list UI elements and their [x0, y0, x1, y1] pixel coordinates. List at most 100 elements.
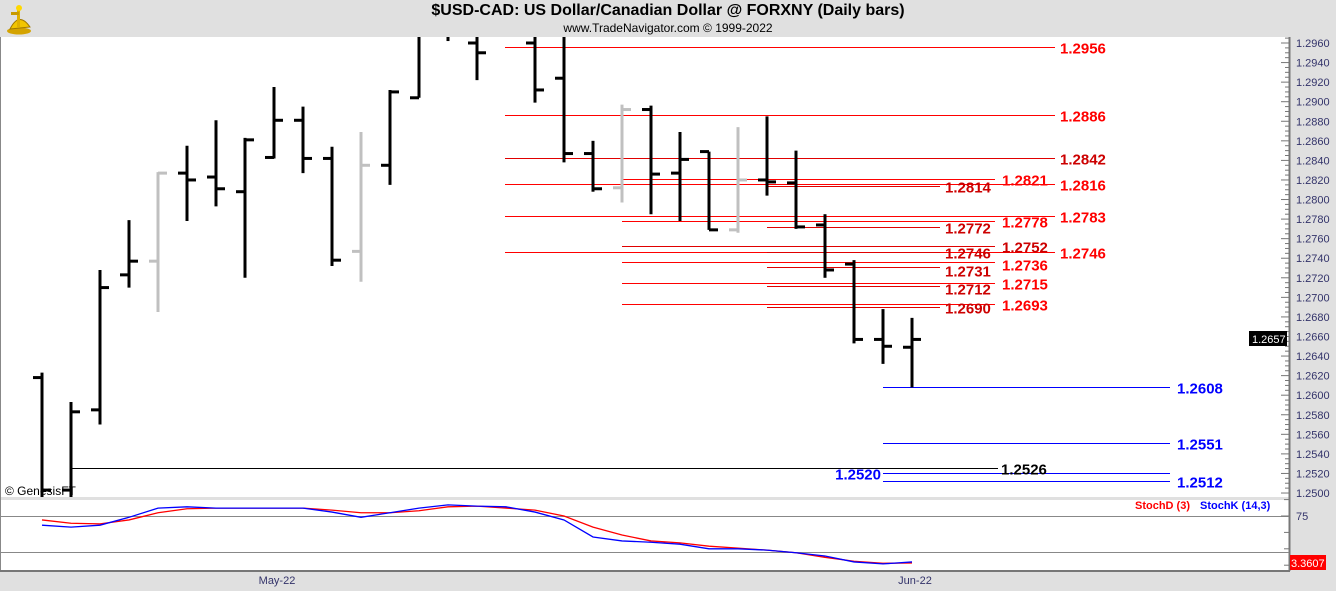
sextant-icon: [7, 5, 31, 35]
stoch-series-line: [41, 504, 913, 565]
ohlc-bar: [497, 0, 515, 33]
y-tick-label: 1.2900: [1296, 97, 1330, 109]
ohlc-bar: [845, 260, 863, 344]
ohlc-bar: [91, 269, 109, 425]
stoch-last-value: 3.3607: [1291, 558, 1325, 570]
ohlc-bar: [294, 106, 312, 174]
y-tick-label: 1.2880: [1296, 116, 1330, 128]
ohlc-bar: [787, 150, 805, 229]
y-tick-label: 1.2940: [1296, 58, 1330, 70]
ohlc-bar: [120, 220, 138, 288]
y-tick-label: 1.2600: [1296, 390, 1330, 402]
y-tick-label: 1.2840: [1296, 155, 1330, 167]
level-label: 1.2512: [1177, 475, 1223, 492]
ohlc-bar: [903, 317, 921, 388]
y-tick-label: 1.2740: [1296, 253, 1330, 265]
ohlc-bar: [642, 105, 660, 215]
level-label: 1.2712: [945, 282, 991, 299]
copyright-text: © GenesisFT: [5, 484, 77, 498]
y-tick-label: 1.2580: [1296, 410, 1330, 422]
ohlc-bar: [555, 37, 573, 163]
ohlc-bar: [874, 309, 892, 364]
level-label: 1.2551: [1177, 437, 1223, 454]
ohlc-bar: [265, 87, 283, 159]
level-label: 1.2520: [835, 467, 881, 484]
ohlc-bar: [584, 140, 602, 192]
y-tick-label: 1.2760: [1296, 234, 1330, 246]
level-label: 1.2693: [1002, 298, 1048, 315]
ohlc-bar: [410, 37, 421, 100]
ohlc-bar: [381, 89, 399, 185]
level-label: 1.2608: [1177, 381, 1223, 398]
ohlc-bar: [526, 37, 544, 103]
level-label: 1.2752: [1002, 240, 1048, 257]
ohlc-bar: [62, 402, 80, 497]
level-label: 1.2842: [1060, 152, 1106, 169]
stochastic-panel: [0, 500, 1290, 570]
y-tick-label: 1.2520: [1296, 468, 1330, 480]
ohlc-bar: [236, 137, 254, 278]
y-tick-label: 1.2620: [1296, 371, 1330, 383]
level-label: 1.2731: [945, 264, 991, 281]
stochastic-axis: 75: [1281, 499, 1308, 566]
y-tick-label: 1.2660: [1296, 331, 1330, 343]
y-tick-label: 75: [1296, 511, 1308, 523]
stochastic-lines: [1, 504, 1289, 565]
level-label: 1.2956: [1060, 41, 1106, 58]
level-label: 1.2746: [1060, 246, 1106, 263]
ohlc-bar: [468, 37, 486, 81]
level-label: 1.2821: [1002, 173, 1048, 190]
ohlc-bar: [700, 150, 718, 232]
ohlc-bar: [816, 214, 834, 278]
y-tick-label: 1.2640: [1296, 351, 1330, 363]
y-tick-label: 1.2860: [1296, 136, 1330, 148]
ohlc-bar: [352, 132, 370, 282]
y-tick-label: 1.2800: [1296, 195, 1330, 207]
y-tick-label: 1.2960: [1296, 38, 1330, 50]
level-label: 1.2814: [945, 180, 992, 197]
ohlc-bar: [178, 145, 196, 222]
legend-stochd: StochD (3): [1135, 500, 1190, 512]
ohlc-bar: [758, 116, 776, 196]
ohlc-bar: [446, 37, 450, 42]
ohlc-bar: [671, 132, 689, 222]
level-label: 1.2526: [1001, 462, 1047, 479]
ohlc-bar: [207, 120, 225, 207]
y-tick-label: 1.2560: [1296, 429, 1330, 441]
level-label: 1.2772: [945, 221, 991, 238]
ohlc-bar: [33, 372, 51, 497]
level-label: 1.2715: [1002, 277, 1048, 294]
y-tick-label: 1.2540: [1296, 449, 1330, 461]
chart-subtitle: www.TradeNavigator.com © 1999-2022: [563, 21, 773, 35]
legend-stochk: StochK (14,3): [1200, 500, 1271, 512]
y-tick-label: 1.2720: [1296, 273, 1330, 285]
level-label: 1.2746: [945, 246, 991, 263]
x-tick-label: Jun-22: [898, 575, 932, 587]
price-levels: [70, 47, 1170, 482]
y-tick-label: 1.2500: [1296, 488, 1330, 500]
ohlc-bar: [323, 146, 341, 267]
y-tick-label: 1.2780: [1296, 214, 1330, 226]
y-tick-label: 1.2680: [1296, 312, 1330, 324]
last-price-value: 1.2657: [1252, 334, 1286, 346]
price-panel: [0, 37, 1290, 497]
stoch-last-badge: [1290, 555, 1326, 570]
level-label: 1.2778: [1002, 215, 1048, 232]
last-price-badge: [1249, 331, 1287, 346]
y-tick-label: 1.2820: [1296, 175, 1330, 187]
level-label: 1.2783: [1060, 210, 1106, 227]
ohlc-bar: [613, 104, 631, 203]
level-label: 1.2690: [945, 301, 991, 318]
level-label: 1.2816: [1060, 178, 1106, 195]
level-label: 1.2886: [1060, 109, 1106, 126]
level-label: 1.2736: [1002, 258, 1048, 275]
y-tick-label: 1.2700: [1296, 292, 1330, 304]
y-tick-label: 1.2920: [1296, 77, 1330, 89]
ohlc-bar: [149, 171, 167, 313]
price-bars: [33, 0, 921, 497]
price-axis: 1.2500 1.2520 1.2540 1.2560 1.2580 1.2600 1.26…: [1281, 37, 1330, 500]
date-axis: May-22 Jun-22: [259, 575, 932, 587]
ohlc-bar: [729, 127, 747, 233]
x-tick-label: May-22: [259, 575, 296, 587]
